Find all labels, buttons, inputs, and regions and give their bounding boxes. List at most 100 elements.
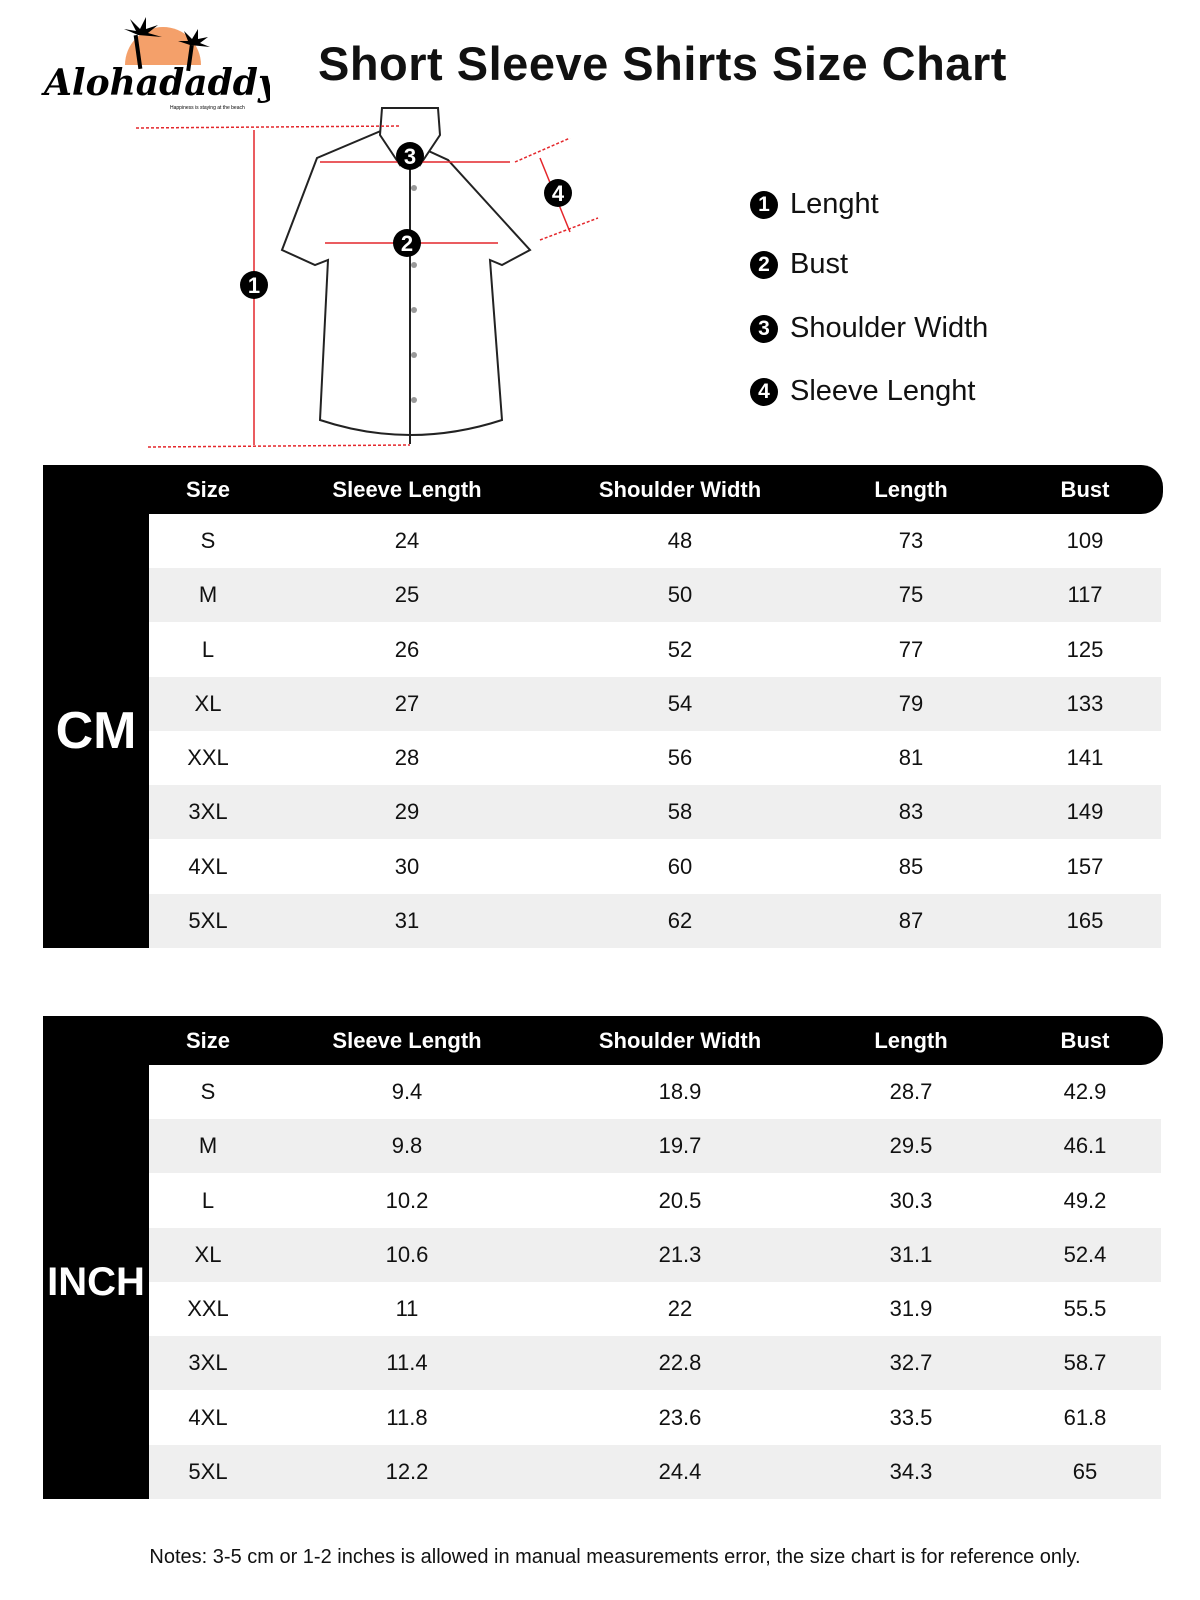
table-cell: XL xyxy=(194,1241,222,1267)
table-cell: 25 xyxy=(394,582,420,608)
svg-text:2: 2 xyxy=(401,231,413,256)
table-cell: 26 xyxy=(394,636,420,662)
table-cell: 133 xyxy=(1066,690,1104,716)
column-header: Size xyxy=(185,1027,231,1053)
notes: Notes: 3-5 cm or 1-2 inches is allowed i… xyxy=(149,1546,1081,1568)
table-row: 5XL 31 62 87 165 xyxy=(149,893,1161,948)
number-badge-icon: 4 xyxy=(750,377,778,406)
table-cell: 54 xyxy=(667,690,693,716)
table-row: L 26 52 77 125 xyxy=(149,623,1161,677)
table-cell: S xyxy=(200,1079,216,1104)
legend-item: 3 Shoulder Width xyxy=(750,312,988,345)
table-row: S 9.4 18.9 28.7 42.9 xyxy=(149,1065,1161,1119)
table-cell: 10.2 xyxy=(385,1187,429,1213)
table-cell: 18.9 xyxy=(658,1079,702,1104)
number-badge-icon: 2 xyxy=(750,250,778,279)
column-header: Shoulder Width xyxy=(598,476,762,502)
table-cell: S xyxy=(200,528,216,553)
table-row: 3XL 11.4 22.8 32.7 58.7 xyxy=(149,1336,1161,1391)
table-cell: 46.1 xyxy=(1063,1133,1107,1159)
column-header: Length xyxy=(874,476,948,502)
table-cell: 9.4 xyxy=(391,1079,423,1104)
number-badge-icon: 3 xyxy=(750,314,778,343)
shirt-diagram: 1 2 3 4 xyxy=(130,100,610,460)
table-row: 3XL 29 58 83 149 xyxy=(149,785,1161,840)
table-cell: 21.3 xyxy=(658,1241,702,1267)
number-badge-icon: 1 xyxy=(750,190,778,219)
table-cell: 83 xyxy=(898,799,924,825)
brand-logo: Alohadaddy Happiness is staying at the b… xyxy=(40,15,281,115)
table-row: S 24 48 73 109 xyxy=(149,514,1161,568)
table-cell: 75 xyxy=(898,582,924,608)
table-cell: 11 xyxy=(395,1296,419,1321)
unit-label: CM xyxy=(43,514,149,948)
table-cell: 49.2 xyxy=(1063,1187,1107,1213)
table-cell: 3XL xyxy=(188,1350,228,1376)
table-cell: 81 xyxy=(898,745,924,770)
legend-label: Shoulder Width xyxy=(790,312,989,344)
table-cell: 3XL xyxy=(188,799,228,825)
table-cell: 52 xyxy=(667,636,693,662)
table-cell: 11.4 xyxy=(386,1350,428,1376)
svg-text:3: 3 xyxy=(404,144,416,169)
table-cell: 22.8 xyxy=(658,1350,702,1376)
table-cell: 34.3 xyxy=(889,1458,933,1484)
table-cell: 52.4 xyxy=(1063,1241,1107,1267)
svg-text:1: 1 xyxy=(248,273,260,298)
svg-text:Happiness is staying at the be: Happiness is staying at the beach xyxy=(170,105,245,111)
unit-label: INCH xyxy=(43,1065,149,1499)
table-header: Size Sleeve Length Shoulder Width Length Bus… xyxy=(43,465,1163,514)
column-header: Sleeve Length xyxy=(332,1027,482,1053)
table-cell: 149 xyxy=(1066,799,1104,825)
column-header: Size xyxy=(185,476,231,502)
table-cell: 10.6 xyxy=(385,1241,429,1267)
svg-text:Alohadaddy: Alohadaddy xyxy=(41,62,270,104)
table-cell: 5XL xyxy=(188,1458,228,1484)
table-cell: 5XL xyxy=(188,907,228,933)
table-cell: 117 xyxy=(1067,582,1103,608)
table-cell: 29 xyxy=(394,799,420,825)
table-cell: 31.1 xyxy=(889,1241,933,1267)
table-cell: 4XL xyxy=(188,853,228,879)
table-cell: 58 xyxy=(667,799,693,825)
column-header: Bust xyxy=(1060,1027,1110,1053)
legend-label: Sleeve Lenght xyxy=(790,375,976,407)
table-cell: 65 xyxy=(1072,1458,1098,1484)
legend-label: Bust xyxy=(790,248,849,280)
table-cell: 62 xyxy=(667,907,693,933)
table-row: M 25 50 75 117 xyxy=(149,568,1161,623)
table-cell: 19.7 xyxy=(658,1133,702,1159)
table-header: Size Sleeve Length Shoulder Width Length Bus… xyxy=(43,1016,1163,1065)
legend-item: 4 Sleeve Lenght xyxy=(750,375,975,408)
table-cell: 9.8 xyxy=(391,1133,423,1159)
table-cell: 12.2 xyxy=(385,1458,429,1484)
table-cell: 30.3 xyxy=(889,1187,933,1213)
table-cell: 22 xyxy=(667,1296,693,1321)
table-cell: 28.7 xyxy=(889,1079,933,1104)
column-header: Bust xyxy=(1060,476,1110,502)
size-table-cm: CM Size Sleeve Length Shoulder Width Length B… xyxy=(43,465,1163,948)
table-cell: 77 xyxy=(898,636,924,662)
table-cell: 58.7 xyxy=(1063,1350,1107,1376)
table-row: XL 10.6 21.3 31.1 52.4 xyxy=(149,1227,1161,1282)
table-row: XXL 11 22 31.9 55.5 xyxy=(149,1282,1161,1336)
table-row: XXL 28 56 81 141 xyxy=(149,731,1161,785)
table-cell: 125 xyxy=(1066,636,1104,662)
column-header: Shoulder Width xyxy=(598,1027,762,1053)
legend-label: Lenght xyxy=(790,188,879,220)
table-cell: 79 xyxy=(898,690,924,716)
table-cell: 28 xyxy=(394,745,420,770)
table-cell: 55.5 xyxy=(1063,1296,1107,1321)
table-cell: 23.6 xyxy=(658,1404,702,1430)
table-cell: 27 xyxy=(394,690,420,716)
table-cell: 24.4 xyxy=(658,1458,702,1484)
table-cell: 30 xyxy=(394,853,420,879)
table-row: 4XL 30 60 85 157 xyxy=(149,840,1161,894)
table-cell: L xyxy=(201,1187,215,1213)
table-row: 4XL 11.8 23.6 33.5 61.8 xyxy=(149,1391,1161,1445)
table-cell: 165 xyxy=(1066,907,1104,933)
table-cell: 31 xyxy=(394,907,420,933)
table-cell: 73 xyxy=(898,528,924,553)
legend-item: 2 Bust xyxy=(750,248,848,281)
table-row: 5XL 12.2 24.4 34.3 65 xyxy=(149,1444,1161,1499)
